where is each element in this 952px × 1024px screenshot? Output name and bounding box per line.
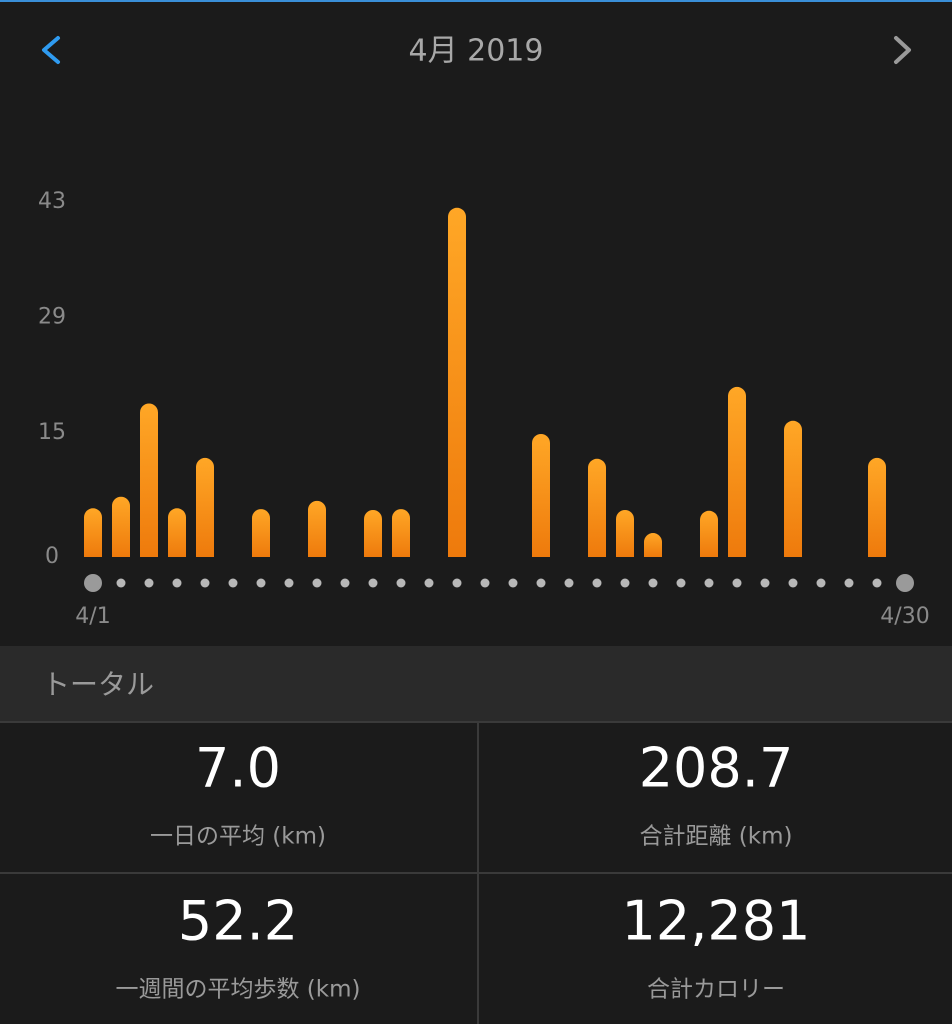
day-dot: [284, 578, 294, 588]
y-tick-label: 29: [38, 305, 66, 330]
day-dot: [676, 578, 686, 588]
y-tick-label: 0: [45, 544, 59, 569]
stat-value: 208.7: [639, 737, 794, 800]
stat-value: 52.2: [178, 890, 298, 953]
bar: [196, 457, 214, 557]
day-dot: [536, 578, 546, 588]
stats: 7.0 一日の平均 (km) 208.7 合計距離 (km) 52.2 一週間の平均歩数 …: [116, 737, 811, 1003]
day-dot: [592, 578, 602, 588]
day-dot: [620, 578, 630, 588]
day-dot: [424, 578, 434, 588]
month-title: 4月 2019: [409, 34, 544, 69]
day-dot: [816, 578, 826, 588]
day-dot: [480, 578, 490, 588]
bar: [112, 496, 130, 557]
bar: [84, 508, 102, 557]
section-header: [0, 646, 952, 722]
day-dot: [508, 578, 518, 588]
day-dot: [844, 578, 854, 588]
day-dot: [340, 578, 350, 588]
x-tick-label: 4/1: [75, 604, 110, 629]
next-arrow[interactable]: [894, 36, 911, 64]
chart: 0 15 29 43 4/1 4/30: [38, 189, 930, 629]
day-dot: [704, 578, 714, 588]
day-dot: [452, 578, 462, 588]
bar: [588, 458, 606, 557]
day-dot: [144, 578, 154, 588]
day-dot: [396, 578, 406, 588]
day-dot: [896, 574, 914, 592]
day-dot: [228, 578, 238, 588]
day-dot: [732, 578, 742, 588]
section-title: トータル: [42, 668, 154, 701]
bar: [532, 433, 550, 557]
y-tick-label: 15: [38, 420, 66, 445]
stat-label: 合計距離 (km): [640, 824, 793, 850]
bar: [728, 386, 746, 557]
bar: [308, 500, 326, 557]
day-dot: [648, 578, 658, 588]
day-dot: [312, 578, 322, 588]
stat-label: 一日の平均 (km): [150, 824, 326, 850]
bar: [140, 403, 158, 557]
y-tick-label: 43: [38, 189, 66, 214]
day-dot: [84, 574, 102, 592]
bar: [616, 509, 634, 557]
stat-value: 12,281: [622, 890, 811, 953]
bar: [868, 457, 886, 557]
day-dot: [200, 578, 210, 588]
bar: [644, 533, 662, 557]
back-arrow[interactable]: [42, 36, 60, 64]
bar: [364, 509, 382, 557]
bar: [252, 509, 270, 557]
bar: [448, 207, 466, 558]
bar: [168, 508, 186, 557]
day-dot: [872, 578, 882, 588]
day-dot: [172, 578, 182, 588]
x-tick-label: 4/30: [880, 604, 929, 629]
day-dot: [368, 578, 378, 588]
day-dot: [564, 578, 574, 588]
bar: [392, 509, 410, 557]
top-line: [0, 0, 952, 2]
day-dot: [788, 578, 798, 588]
day-dot: [116, 578, 126, 588]
bar: [784, 420, 802, 557]
stat-value: 7.0: [195, 737, 281, 800]
day-dot: [760, 578, 770, 588]
stat-label: 一週間の平均歩数 (km): [116, 977, 361, 1003]
bar: [700, 510, 718, 557]
day-dot: [256, 578, 266, 588]
stat-label: 合計カロリー: [647, 977, 785, 1003]
